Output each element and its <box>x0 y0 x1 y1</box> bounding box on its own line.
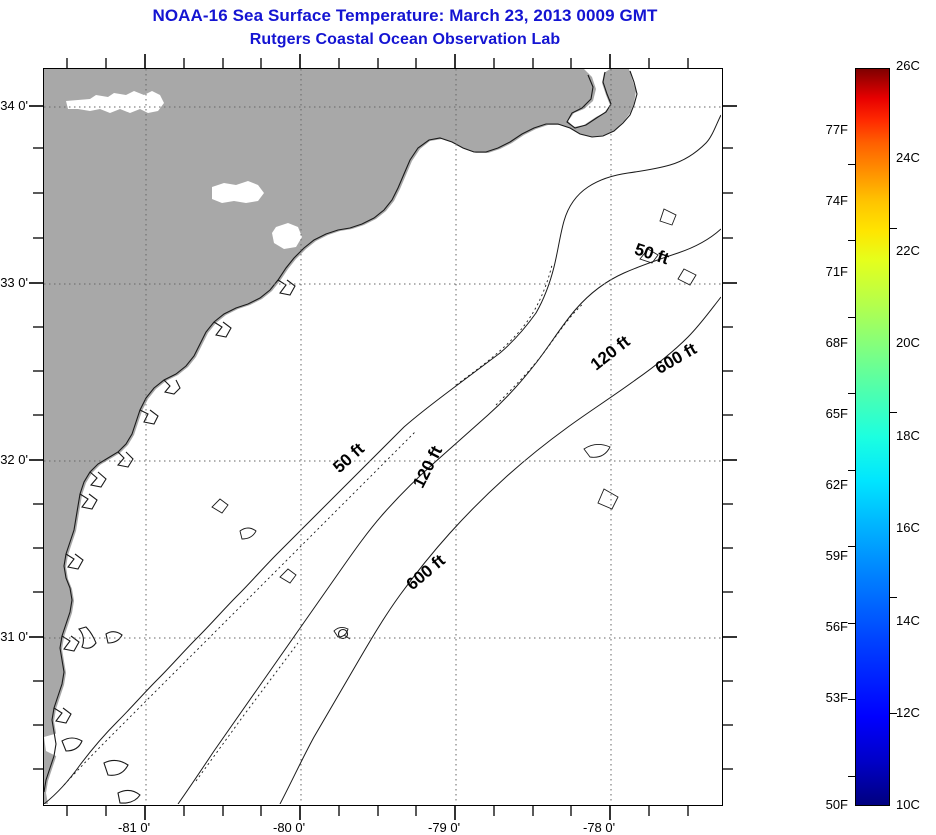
cb-label-18c: 18C <box>896 428 920 443</box>
cb-label-12c: 12C <box>896 705 920 720</box>
xtick-label-2: -79 0' <box>428 820 461 835</box>
cb-tick-71f <box>848 317 855 319</box>
cb-tick-59f <box>848 623 855 625</box>
cb-label-71f: 71F <box>825 264 848 279</box>
cb-label-65f: 65F <box>825 406 848 421</box>
ytick-label-1: 33 0' <box>0 275 28 290</box>
cb-tick-65f <box>848 470 855 472</box>
title-line-2: Rutgers Coastal Ocean Observation Lab <box>249 31 561 48</box>
cb-tick-74f <box>848 240 855 242</box>
cb-label-50f: 50F <box>825 797 848 812</box>
xtick-label-1: -80 0' <box>273 820 306 835</box>
temperature-colorbar[interactable] <box>848 68 897 806</box>
page-title: NOAA-16 Sea Surface Temperature: March 2… <box>0 4 810 52</box>
cb-tick-53f <box>848 776 855 778</box>
cb-label-10c: 10C <box>896 797 920 812</box>
cb-tick-56f <box>848 699 855 701</box>
isobath-50ft <box>44 114 721 804</box>
cb-label-59f: 59F <box>825 548 848 563</box>
cb-label-20c: 20C <box>896 335 920 350</box>
ytick-label-0: 34 0' <box>0 98 28 113</box>
sst-map-panel[interactable]: 50 ft 120 ft 600 ft 50 ft 120 ft 600 ft <box>43 68 723 806</box>
cb-label-53f: 53F <box>825 690 848 705</box>
cb-tick-22c <box>890 412 897 414</box>
cb-label-62f: 62F <box>825 477 848 492</box>
bathy-detail-layer <box>211 208 697 640</box>
cb-label-14c: 14C <box>896 613 920 628</box>
cb-label-74f: 74F <box>825 193 848 208</box>
cb-label-77f: 77F <box>825 122 848 137</box>
cb-tick-18c <box>890 713 897 715</box>
cb-label-56f: 56F <box>825 619 848 634</box>
cb-tick-68f <box>848 393 855 395</box>
ytick-label-2: 32 0' <box>0 452 28 467</box>
cb-tick-62f <box>848 546 855 548</box>
colorbar-fahrenheit-labels: 77F 74F 71F 68F 65F 62F 59F 56F 53F 50F <box>790 68 848 812</box>
xtick-label-3: -78 0' <box>583 820 616 835</box>
cb-label-22c: 22C <box>896 243 920 258</box>
cb-tick-20c <box>890 597 897 599</box>
map-graphics <box>44 69 721 804</box>
isobath-600ft <box>279 296 721 804</box>
cb-label-26c: 26C <box>896 58 920 73</box>
colorbar-gradient[interactable] <box>855 68 890 806</box>
point-feature <box>337 628 349 640</box>
cb-label-68f: 68F <box>825 335 848 350</box>
ytick-label-3: 31 0' <box>0 629 28 644</box>
cb-label-24c: 24C <box>896 150 920 165</box>
colorbar-celsius-labels: 26C 24C 22C 20C 18C 16C 14C 12C 10C <box>896 58 936 812</box>
xtick-label-0: -81 0' <box>118 820 151 835</box>
coastline-layer <box>44 70 638 804</box>
isobath-120ft <box>177 228 721 804</box>
cb-tick-24c <box>890 228 897 230</box>
title-line-1: NOAA-16 Sea Surface Temperature: March 2… <box>152 6 658 25</box>
cb-tick-77f <box>848 164 855 166</box>
cb-label-16c: 16C <box>896 520 920 535</box>
